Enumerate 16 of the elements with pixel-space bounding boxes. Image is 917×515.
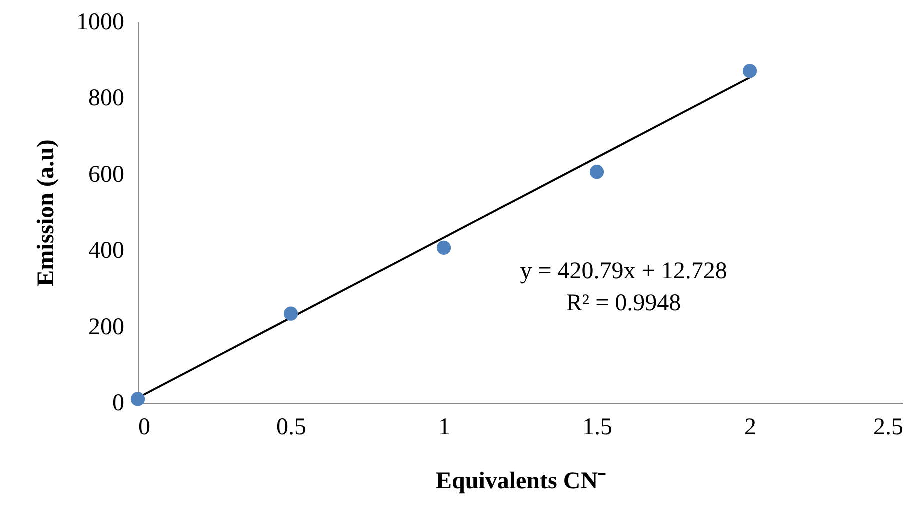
y-tick-label: 400	[88, 238, 124, 264]
x-tick-label: 0.5	[276, 414, 306, 440]
x-tick-label: 2	[744, 414, 756, 440]
y-tick-label: 0	[112, 390, 124, 416]
y-tick-label: 200	[88, 314, 124, 340]
x-axis-title: Equivalents CN⁻	[436, 468, 606, 494]
y-tick-label: 600	[88, 162, 124, 188]
x-tick-label: 1.5	[582, 414, 612, 440]
annotation: y = 420.79x + 12.728	[520, 258, 728, 285]
y-tick-label: 800	[88, 86, 124, 112]
annotation: R² = 0.9948	[566, 290, 682, 317]
x-tick-label: 2.5	[874, 414, 904, 440]
y-tick-label: 1000	[76, 10, 124, 36]
y-axis-title: Emission (a.u)	[34, 140, 60, 286]
x-tick-label: 1	[438, 414, 450, 440]
x-tick-label: 0	[138, 414, 150, 440]
